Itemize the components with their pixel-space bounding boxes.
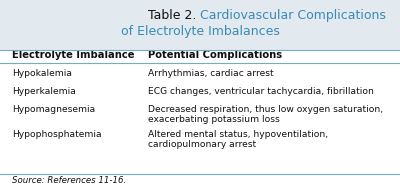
- Text: Hypomagnesemia: Hypomagnesemia: [12, 105, 95, 114]
- Text: of Electrolyte Imbalances: of Electrolyte Imbalances: [120, 25, 280, 38]
- Text: ECG changes, ventricular tachycardia, fibrillation: ECG changes, ventricular tachycardia, fi…: [148, 87, 374, 96]
- Text: Hypokalemia: Hypokalemia: [12, 69, 72, 78]
- Text: Cardiovascular Complications: Cardiovascular Complications: [200, 9, 386, 22]
- Text: Potential Complications: Potential Complications: [148, 50, 282, 60]
- Text: Hypophosphatemia: Hypophosphatemia: [12, 130, 102, 139]
- Text: Electrolyte Imbalance: Electrolyte Imbalance: [12, 50, 134, 60]
- Text: Hyperkalemia: Hyperkalemia: [12, 87, 76, 96]
- Bar: [0, 50, 400, 187]
- Text: Decreased respiration, thus low oxygen saturation,
exacerbating potassium loss: Decreased respiration, thus low oxygen s…: [148, 105, 383, 124]
- Text: Source: References 11-16.: Source: References 11-16.: [12, 176, 126, 185]
- Text: Arrhythmias, cardiac arrest: Arrhythmias, cardiac arrest: [148, 69, 274, 78]
- Text: Altered mental status, hypoventilation,
cardiopulmonary arrest: Altered mental status, hypoventilation, …: [148, 130, 328, 149]
- Text: Table 2.: Table 2.: [148, 9, 200, 22]
